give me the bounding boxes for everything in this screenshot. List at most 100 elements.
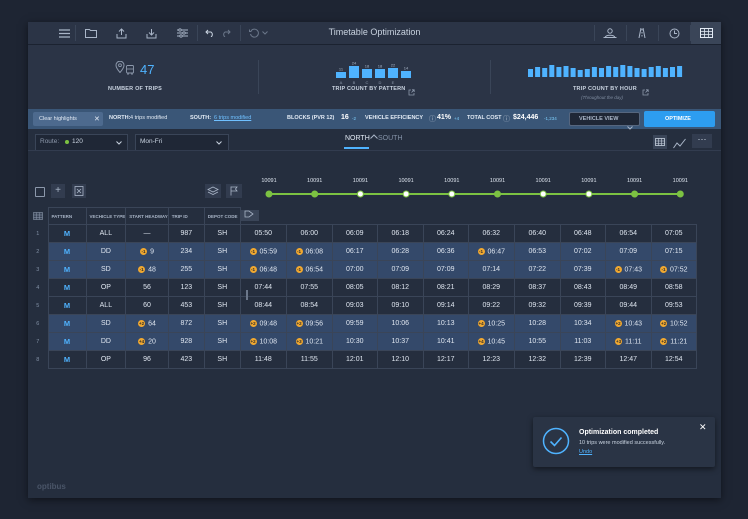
vehicle-type-cell[interactable]: OP <box>85 350 127 369</box>
stop-dot[interactable] <box>311 190 319 198</box>
headway-cell[interactable]: 96 <box>125 350 169 369</box>
days-select[interactable]: Mon-Fri <box>135 134 229 151</box>
pattern-cell[interactable]: M <box>47 242 87 261</box>
time-cell[interactable]: 09:10 <box>376 296 424 315</box>
clear-highlights-button[interactable]: Clear highlights ✕ <box>33 112 103 126</box>
time-cell[interactable]: 12:23 <box>467 350 515 369</box>
trip-id-cell[interactable]: 423 <box>167 350 205 369</box>
trip-id-cell[interactable]: 453 <box>167 296 205 315</box>
headway-cell[interactable]: 56 <box>125 278 169 297</box>
trip-id-cell[interactable]: 928 <box>167 332 205 351</box>
time-cell[interactable]: 07:05 <box>650 224 697 243</box>
sliders-icon[interactable] <box>168 22 196 44</box>
header-start-headway[interactable]: START HEADWAY <box>125 207 169 225</box>
time-cell[interactable]: +4 10:25 <box>467 314 515 333</box>
table-row[interactable]: 7 M DD +4 20 928 SH +2 10:08 +3 10:21 10:30 10:37 10:… <box>28 332 697 351</box>
close-icon[interactable]: ✕ <box>94 116 100 123</box>
time-cell[interactable]: 10:55 <box>513 332 561 351</box>
time-cell[interactable]: 07:22 <box>513 260 561 279</box>
time-cell[interactable]: 12:39 <box>559 350 606 369</box>
time-cell[interactable]: +2 10:08 <box>239 332 287 351</box>
time-cell[interactable]: 09:59 <box>331 314 378 333</box>
time-cell[interactable]: 06:40 <box>513 224 561 243</box>
headway-cell[interactable]: -1 9 <box>125 242 169 261</box>
time-cell[interactable]: 08:37 <box>513 278 561 297</box>
table-row[interactable]: 1 M ALL — 987 SH 05:50 06:00 06:09 06:18 06:24 06:3… <box>28 224 697 243</box>
tab-south[interactable]: SOUTH <box>378 135 403 142</box>
chevron-down-icon[interactable] <box>258 22 272 44</box>
trip-id-cell[interactable]: 123 <box>167 278 205 297</box>
flag-icon[interactable] <box>226 184 242 198</box>
time-cell[interactable]: 06:36 <box>422 242 469 261</box>
undo-link[interactable]: Undo <box>579 449 593 455</box>
time-cell[interactable]: +3 10:21 <box>285 332 333 351</box>
time-cell[interactable]: 07:39 <box>559 260 606 279</box>
tag-column-header[interactable] <box>240 208 696 225</box>
time-cell[interactable]: 10:41 <box>422 332 469 351</box>
time-cell[interactable]: 10:37 <box>376 332 424 351</box>
time-cell[interactable]: 06:00 <box>285 224 333 243</box>
depot-cell[interactable]: SH <box>203 224 241 243</box>
time-cell[interactable]: 07:15 <box>650 242 697 261</box>
time-cell[interactable]: 09:53 <box>650 296 697 315</box>
headway-cell[interactable]: +4 20 <box>125 332 169 351</box>
time-cell[interactable]: 09:39 <box>559 296 606 315</box>
header-trip-id[interactable]: TRIP ID <box>167 207 205 225</box>
time-cell[interactable]: 10:06 <box>376 314 424 333</box>
time-cell[interactable]: 08:05 <box>331 278 378 297</box>
optimize-button[interactable]: OPTIMIZE <box>644 111 715 127</box>
time-cell[interactable]: 06:09 <box>331 224 378 243</box>
pattern-cell[interactable]: M <box>47 260 87 279</box>
info-icon-2[interactable]: ⓘ <box>503 116 510 123</box>
users-icon[interactable] <box>595 22 625 44</box>
external-link-icon[interactable] <box>408 83 415 101</box>
time-cell[interactable]: 08:44 <box>239 296 287 315</box>
time-cell[interactable]: -1 06:47 <box>467 242 515 261</box>
header-pattern[interactable]: PATTERN <box>47 207 87 225</box>
time-cell[interactable]: 07:14 <box>467 260 515 279</box>
time-cell[interactable]: 08:21 <box>422 278 469 297</box>
time-cell[interactable]: 07:09 <box>422 260 469 279</box>
table-row[interactable]: 3 M SD -1 48 255 SH -1 06:48 -1 06:54 07:00 07:09 07:… <box>28 260 697 279</box>
timetable-grid-icon[interactable] <box>691 22 721 44</box>
time-cell[interactable]: 06:32 <box>467 224 515 243</box>
time-cell[interactable]: 08:43 <box>559 278 606 297</box>
table-row[interactable]: 2 M DD -1 9 234 SH -1 05:59 -1 06:08 06:17 06:28 06:3… <box>28 242 697 261</box>
pattern-cell[interactable]: M <box>47 278 87 297</box>
add-trip-icon[interactable]: + <box>51 184 65 198</box>
time-cell[interactable]: 06:24 <box>422 224 469 243</box>
time-cell[interactable]: -1 07:52 <box>650 260 697 279</box>
time-cell[interactable]: 08:54 <box>285 296 333 315</box>
time-cell[interactable]: 12:10 <box>376 350 424 369</box>
headway-cell[interactable]: +2 64 <box>125 314 169 333</box>
delete-trip-icon[interactable] <box>72 184 86 198</box>
clock-icon[interactable] <box>659 22 689 44</box>
time-cell[interactable]: +4 10:45 <box>467 332 515 351</box>
time-cell[interactable]: 11:55 <box>285 350 333 369</box>
time-cell[interactable]: 07:55 <box>285 278 333 297</box>
time-cell[interactable]: 08:29 <box>467 278 515 297</box>
trip-id-cell[interactable]: 987 <box>167 224 205 243</box>
time-cell[interactable]: 08:49 <box>604 278 652 297</box>
info-icon[interactable]: ⓘ <box>429 116 436 123</box>
time-cell[interactable]: 09:03 <box>331 296 378 315</box>
time-cell[interactable]: +3 11:11 <box>604 332 652 351</box>
pattern-cell[interactable]: M <box>47 332 87 351</box>
time-cell[interactable]: +2 11:21 <box>650 332 697 351</box>
undo-icon[interactable] <box>198 22 222 44</box>
vehicle-type-cell[interactable]: SD <box>85 314 127 333</box>
upload-icon[interactable] <box>107 22 135 44</box>
row-select-header[interactable] <box>28 207 48 225</box>
layers-icon[interactable] <box>205 184 221 198</box>
table-row[interactable]: 8 M OP 96 423 SH 11:48 11:55 12:01 12:10 12:17 12:2… <box>28 350 697 369</box>
tab-north[interactable]: NORTH <box>345 135 370 142</box>
download-icon[interactable] <box>137 22 165 44</box>
table-row[interactable]: 6 M SD +2 64 872 SH +2 09:48 +2 09:56 09:59 10:06 10:… <box>28 314 697 333</box>
chevron-up-icon[interactable] <box>370 126 378 144</box>
stop-dot[interactable] <box>265 190 273 198</box>
stop-dot[interactable] <box>356 190 364 198</box>
road-icon[interactable] <box>627 22 657 44</box>
table-row[interactable]: 5 M ALL 60 453 SH 08:44 08:54 09:03 09:10 09:14 09:… <box>28 296 697 315</box>
time-cell[interactable]: +2 09:56 <box>285 314 333 333</box>
trip-id-cell[interactable]: 234 <box>167 242 205 261</box>
